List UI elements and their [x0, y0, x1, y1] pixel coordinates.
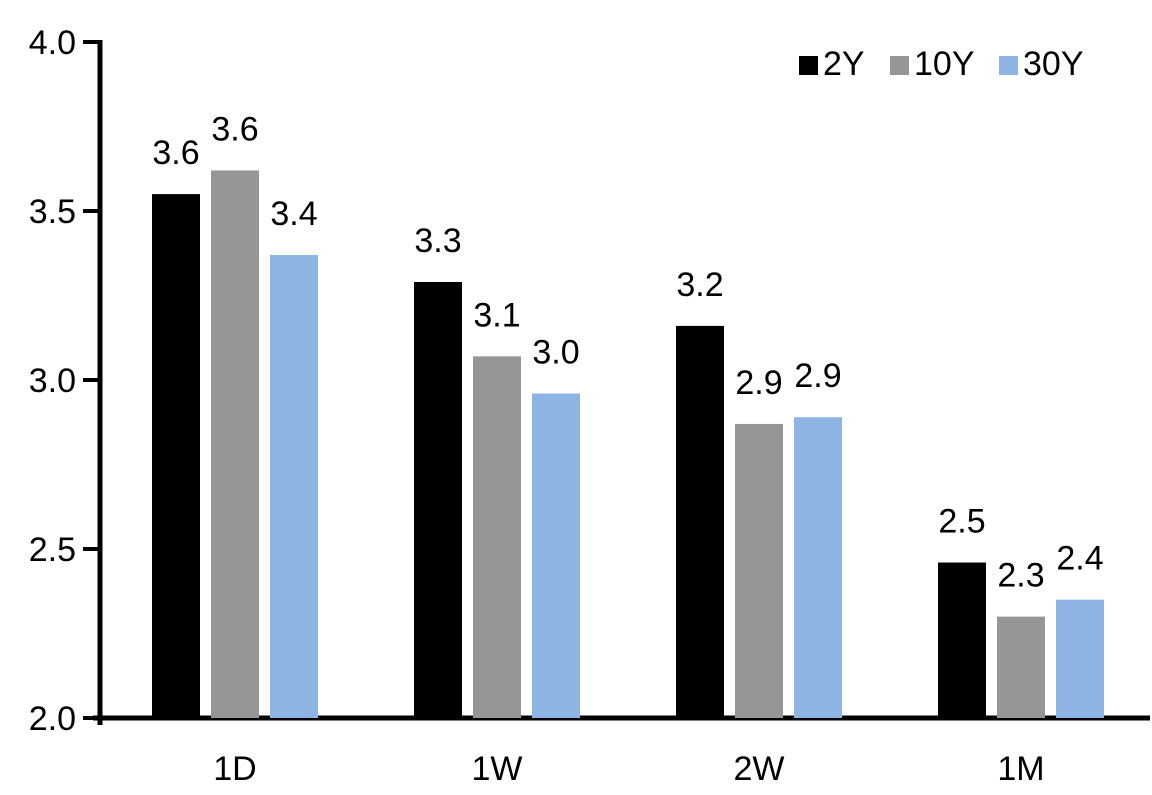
value-label-2Y-1M: 2.5: [938, 503, 985, 541]
value-label-30Y-1M: 2.4: [1056, 540, 1103, 578]
x-category-label-2W: 2W: [734, 750, 785, 788]
legend-swatch-2Y: [799, 56, 818, 75]
x-category-label-1D: 1D: [213, 750, 256, 788]
y-tick-label: 3.0: [29, 362, 76, 400]
value-label-10Y-2W: 2.9: [735, 364, 782, 402]
bar-30Y-1M: [1056, 599, 1104, 718]
bar-30Y-1W: [532, 393, 580, 718]
value-label-10Y-1M: 2.3: [997, 557, 1044, 595]
legend-swatch-30Y: [999, 56, 1018, 75]
bar-10Y-1D: [211, 170, 259, 718]
legend-label-10Y: 10Y: [914, 45, 975, 83]
bar-30Y-1D: [270, 254, 318, 718]
y-tick-label: 4.0: [29, 24, 76, 62]
bar-10Y-1W: [473, 356, 521, 718]
y-tick-label: 3.5: [29, 193, 76, 231]
bar-2Y-1W: [414, 281, 462, 718]
bar-30Y-2W: [794, 417, 842, 718]
bar-2Y-2W: [676, 325, 724, 718]
value-label-10Y-1D: 3.6: [211, 110, 258, 148]
value-label-2Y-2W: 3.2: [676, 266, 723, 304]
value-label-30Y-1D: 3.4: [270, 195, 317, 233]
legend-label-30Y: 30Y: [1023, 45, 1084, 83]
y-tick-label: 2.0: [29, 700, 76, 738]
legend-swatch-10Y: [890, 56, 909, 75]
bar-2Y-1M: [938, 562, 986, 718]
bar-10Y-2W: [735, 423, 783, 718]
y-tick-label: 2.5: [29, 531, 76, 569]
value-label-10Y-1W: 3.1: [473, 296, 520, 334]
value-label-30Y-2W: 2.9: [794, 357, 841, 395]
value-label-2Y-1D: 3.6: [152, 134, 199, 172]
bar-2Y-1D: [152, 194, 200, 719]
value-label-30Y-1W: 3.0: [532, 334, 579, 372]
bar-10Y-1M: [997, 616, 1045, 718]
x-category-label-1M: 1M: [997, 750, 1044, 788]
legend-label-2Y: 2Y: [823, 45, 865, 83]
value-label-2Y-1W: 3.3: [414, 222, 461, 260]
x-category-label-1W: 1W: [472, 750, 523, 788]
